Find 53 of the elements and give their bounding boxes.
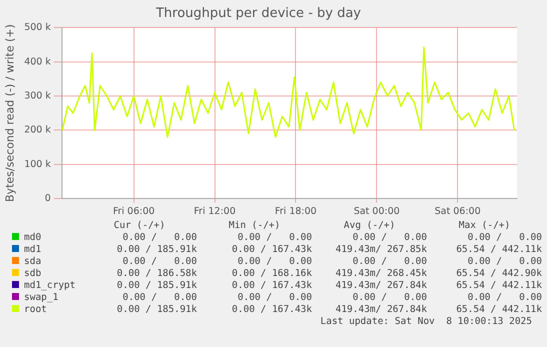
legend-label: md1 — [23, 244, 42, 256]
text: 0.00 / 167.43k — [230, 280, 312, 292]
text: 0.00 / 0.00 — [122, 292, 197, 304]
text: 0.00 / 0.00 — [236, 232, 312, 244]
legend-label: md0 — [23, 232, 42, 244]
text: 0.00 / 0.00 — [236, 256, 312, 268]
y-tick-label: 300 k — [24, 90, 52, 102]
text: 0.00 / 0.00 — [352, 256, 427, 268]
text: 65.54 / 442.90k — [455, 268, 542, 280]
x-tick-label: Fri 18:00 — [274, 206, 317, 217]
y-tick-label: 100 k — [24, 158, 52, 170]
legend-label: sdb — [23, 268, 42, 280]
text: 419.43m/ 267.84k — [334, 280, 427, 292]
text: 419.43m/ 267.84k — [334, 304, 427, 316]
y-tick-label: 200 k — [24, 124, 52, 136]
text: 0.00 / 168.16k — [230, 268, 312, 280]
text: Cur (-/+) — [112, 220, 166, 232]
y-tick-label: 0 — [44, 193, 51, 204]
text: 0.00 / 0.00 — [122, 256, 197, 268]
text: 0.00 / 185.91k — [116, 304, 197, 316]
x-tick-label: Sat 06:00 — [434, 206, 481, 217]
legend-label: root — [23, 304, 48, 316]
text: Max (-/+) — [458, 220, 512, 232]
text: 65.54 / 442.11k — [455, 244, 542, 256]
x-tick-label: Sat 00:00 — [354, 206, 400, 217]
text: 0.00 / 186.58k — [116, 268, 197, 280]
text: 0.00 / 0.00 — [352, 232, 427, 244]
text: 0.00 / 185.91k — [116, 244, 197, 256]
x-tick-label: Fri 12:00 — [194, 206, 236, 217]
legend-label: sda — [23, 256, 42, 268]
x-tick-label: Fri 06:00 — [112, 206, 155, 217]
text: 419.43m/ 268.45k — [334, 268, 427, 280]
text: 0.00 / 0.00 — [352, 292, 427, 304]
y-axis-title: Bytes/second read (-) / write (+) — [3, 24, 16, 202]
text: 65.54 / 442.11k — [455, 304, 542, 316]
text: Min (-/+) — [228, 220, 282, 232]
text: Last update: Sat Nov 8 10:00:13 2025 — [319, 316, 532, 328]
y-tick-label: 400 k — [24, 56, 52, 68]
text: 419.43m/ 267.85k — [334, 244, 427, 256]
y-tick-label: 500 k — [24, 22, 52, 34]
text: 65.54 / 442.11k — [455, 280, 542, 292]
chart-title: Throughput per device - by day — [154, 6, 362, 22]
legend-label: md1_crypt — [23, 280, 76, 292]
legend-label: swap_1 — [23, 292, 60, 304]
text: 0.00 / 0.00 — [466, 256, 542, 268]
text: Avg (-/+) — [342, 220, 396, 232]
text: 0.00 / 0.00 — [122, 232, 197, 244]
text: 0.00 / 167.43k — [230, 304, 312, 316]
text: 0.00 / 0.00 — [466, 292, 542, 304]
text: 0.00 / 0.00 — [236, 292, 312, 304]
text: 0.00 / 167.43k — [230, 244, 312, 256]
text: 0.00 / 0.00 — [466, 232, 542, 244]
text: 0.00 / 185.91k — [116, 280, 197, 292]
